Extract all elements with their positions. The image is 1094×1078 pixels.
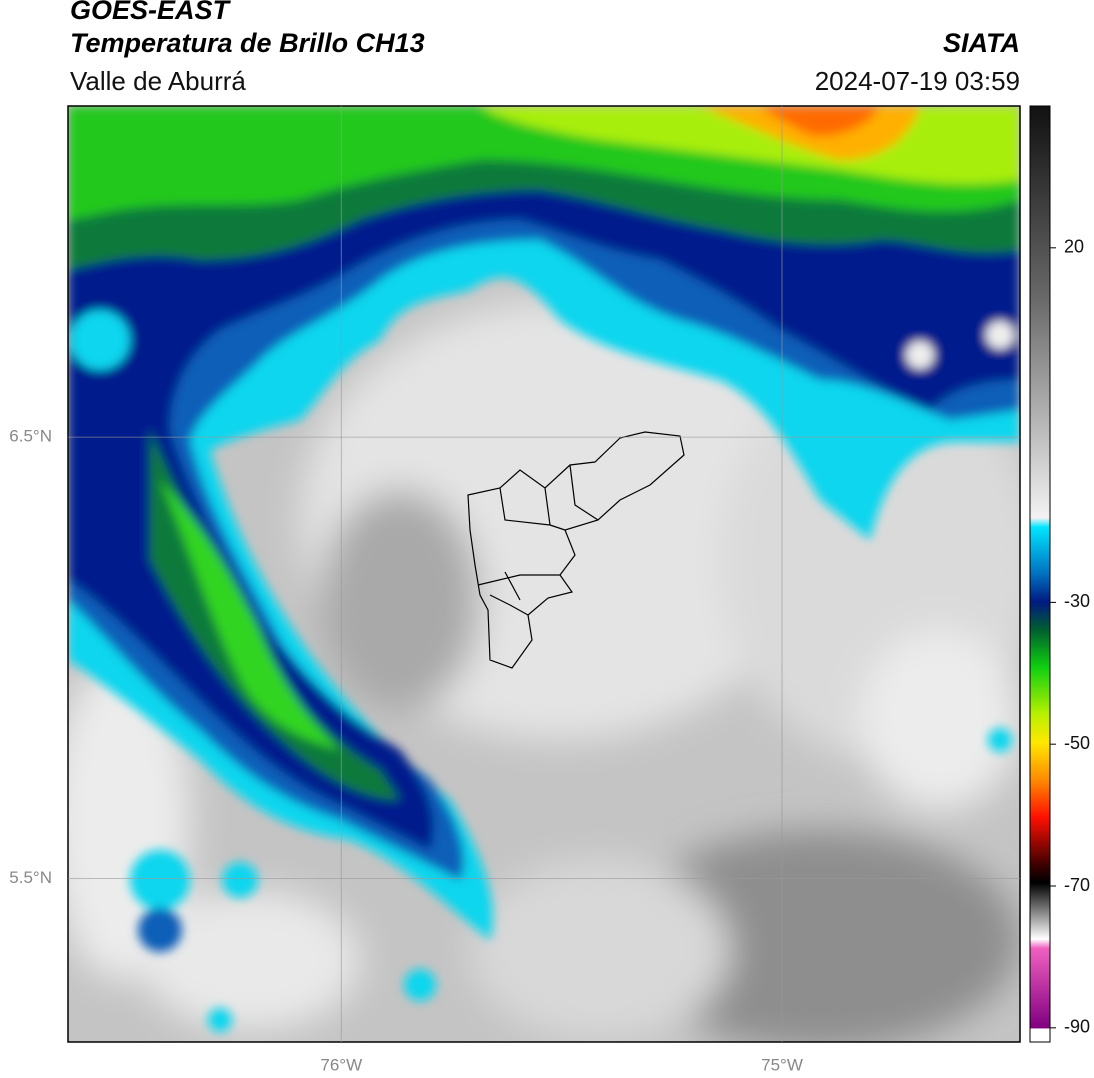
region: Valle de Aburrá (70, 66, 246, 96)
x-tick-label: 75°W (761, 1055, 803, 1074)
source: SIATA (943, 28, 1020, 58)
satellite-image (68, 106, 1020, 1042)
datetime: 2024-07-19 03:59 (815, 66, 1020, 96)
title: GOES-EAST (70, 0, 232, 25)
colorbar-tick-label: -90 (1064, 1017, 1090, 1037)
subtitle: Temperatura de Brillo CH13 (70, 28, 425, 58)
municipal-boundaries (467, 431, 685, 669)
y-tick-label: 5.5°N (9, 868, 52, 887)
colorbar-tick-label: -50 (1064, 733, 1090, 753)
colorbar-tick-label: -30 (1064, 591, 1090, 611)
x-tick-label: 76°W (320, 1055, 362, 1074)
colorbar (1029, 105, 1051, 1043)
colorbar-tick-label: 20 (1064, 237, 1084, 257)
y-tick-label: 6.5°N (9, 427, 52, 446)
colorbar-tick-label: -70 (1064, 875, 1090, 895)
map-frame (67, 105, 1021, 1043)
